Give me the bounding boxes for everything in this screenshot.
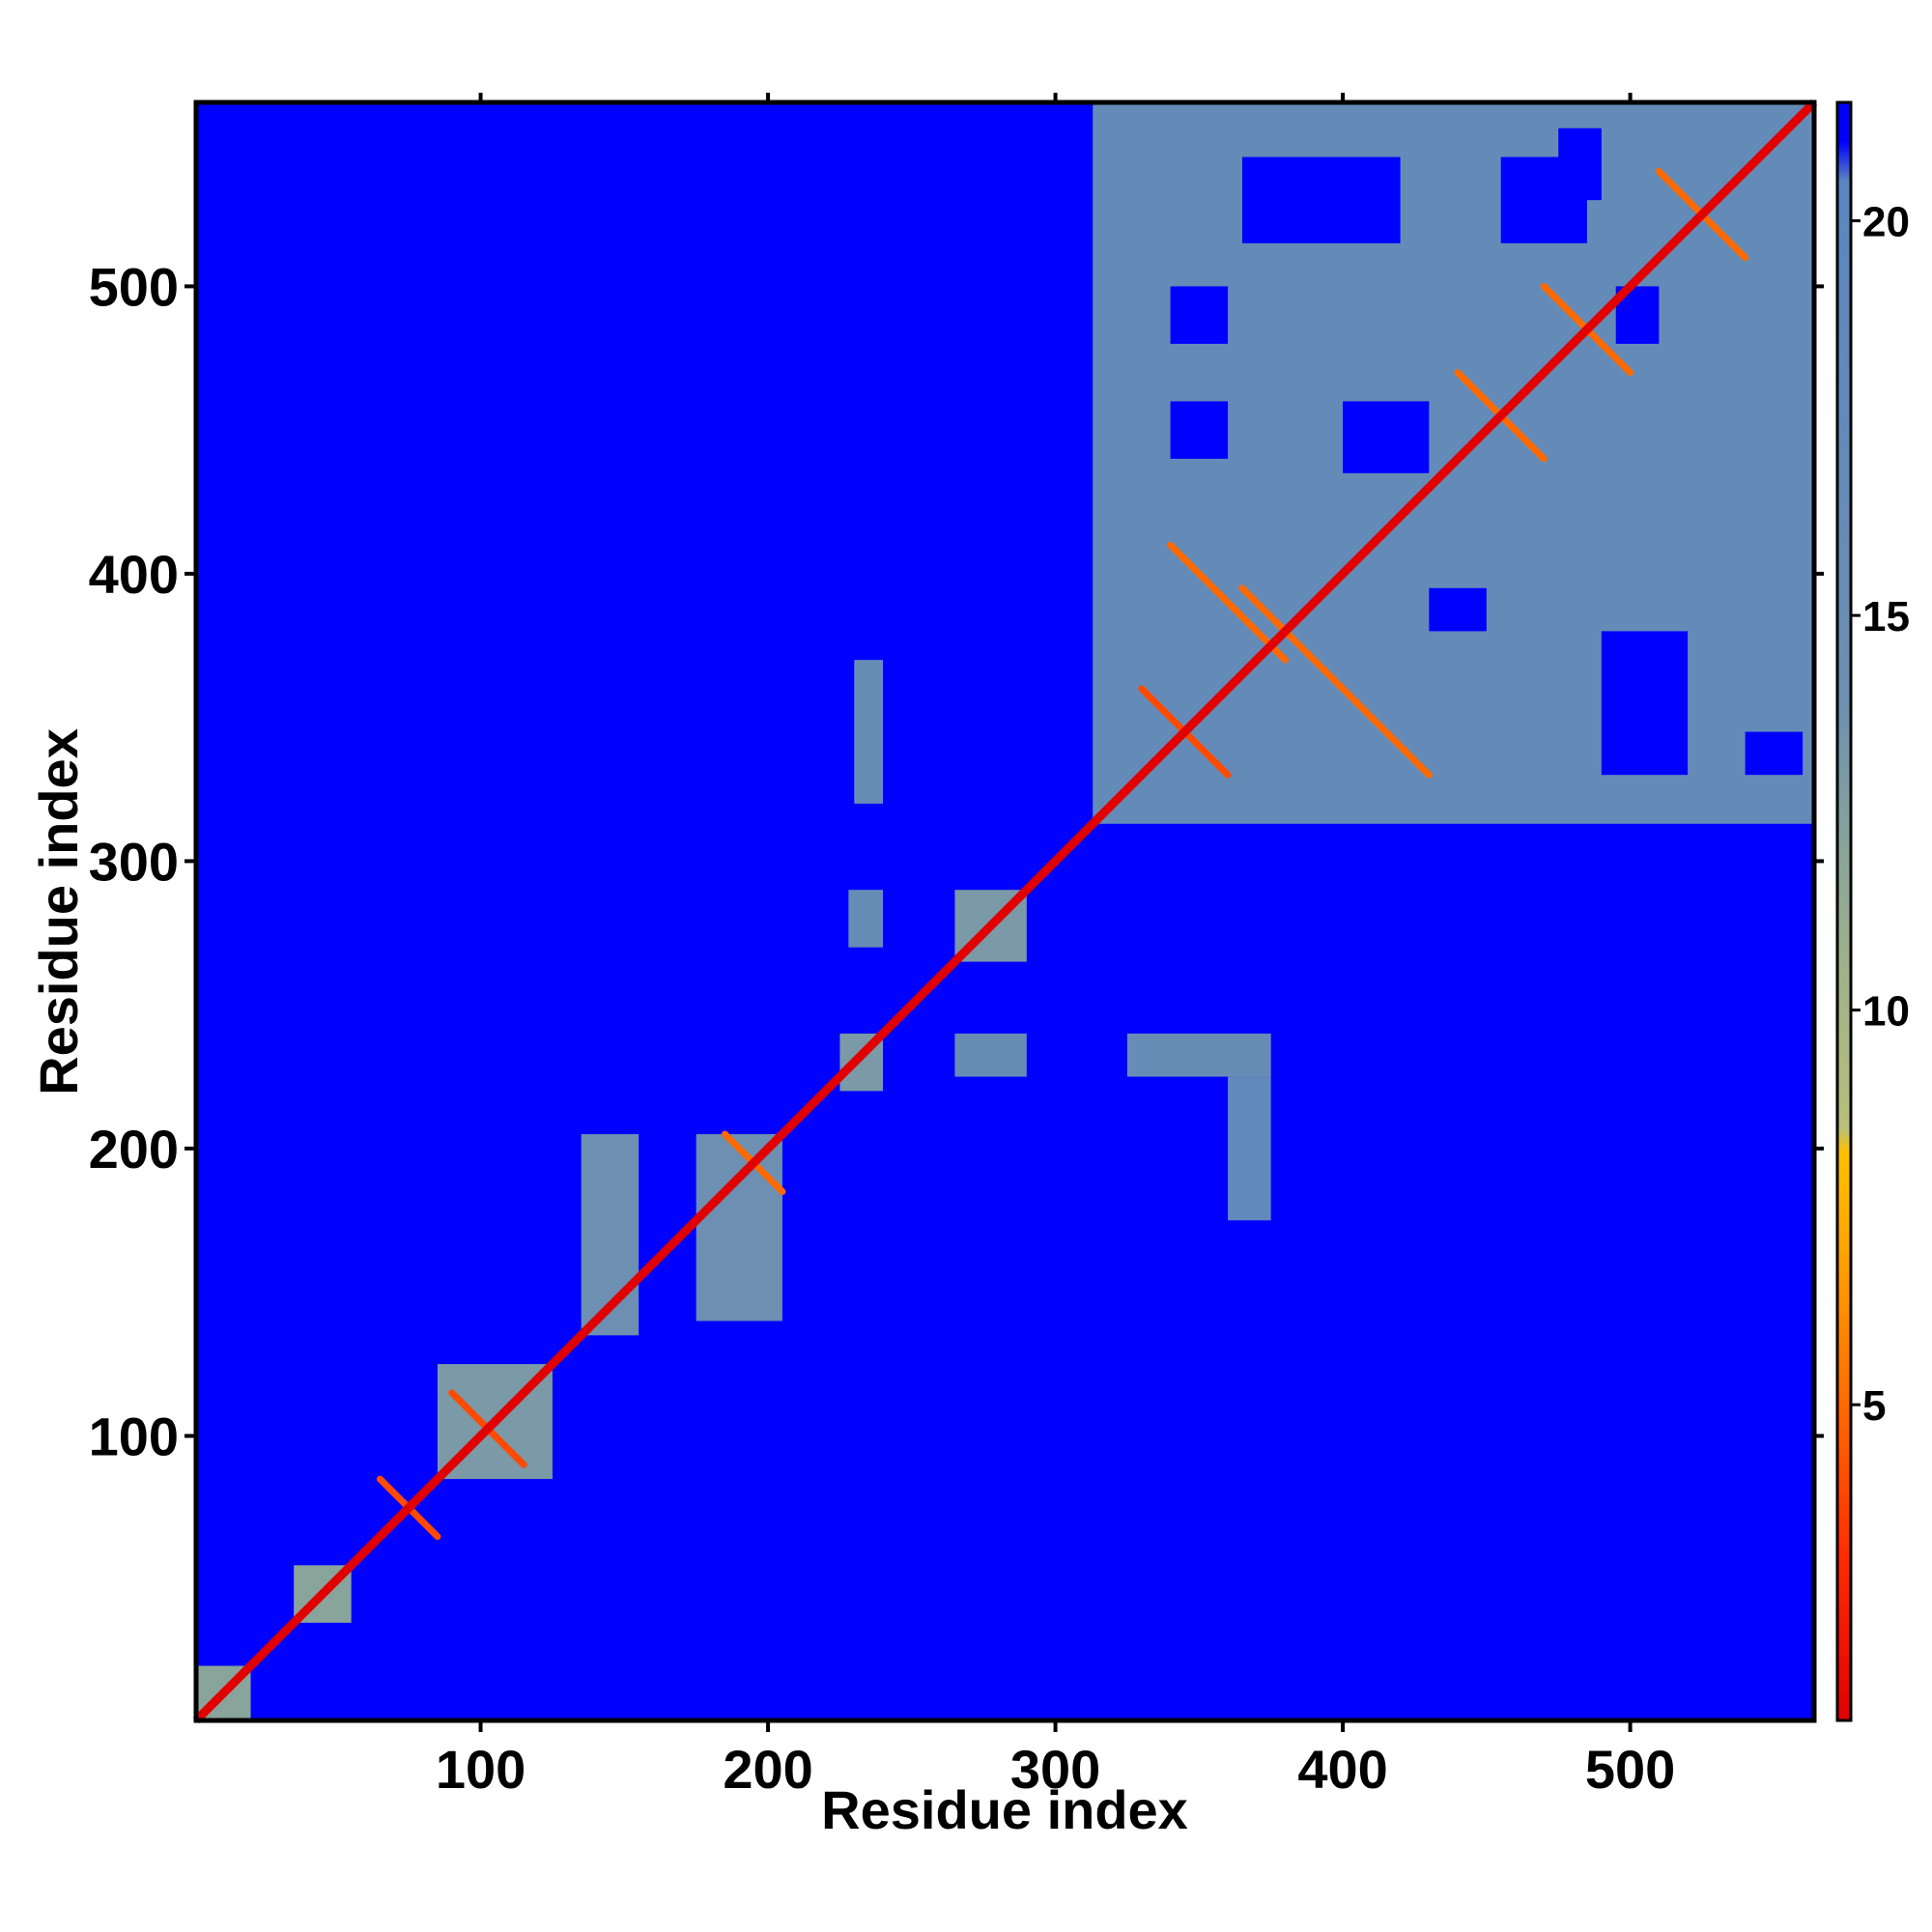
- x-tick-label: 400: [1297, 1739, 1387, 1800]
- diagonal-band: [192, 99, 1818, 1724]
- heatmap-void: [1241, 156, 1401, 243]
- y-tick-label: 300: [89, 831, 179, 892]
- y-axis: 100 200 300 400 500: [89, 256, 196, 1466]
- colorbar-tick-label: 20: [1862, 199, 1910, 246]
- y-tick-label: 200: [89, 1119, 179, 1179]
- plot-frame: [193, 99, 1817, 1723]
- heatmap-void: [1170, 401, 1229, 459]
- heatmap-block: [954, 1033, 1027, 1077]
- colorbar-tick-label: 15: [1862, 593, 1910, 640]
- x-tick-label: 300: [1010, 1739, 1100, 1800]
- y-tick-label: 500: [89, 256, 179, 317]
- plot-area: [192, 99, 1818, 1724]
- y-axis-label: Residue index: [28, 728, 89, 1095]
- top-axis-ticks: [478, 93, 1633, 102]
- heatmap-void: [1343, 401, 1430, 473]
- heatmap-block: [854, 660, 884, 804]
- heatmap-block: [1228, 1076, 1271, 1221]
- heatmap-void: [1745, 731, 1804, 776]
- heatmap-void: [1170, 286, 1229, 344]
- heatmap-void: [1558, 128, 1602, 201]
- colorbar: 5 10 15 20: [1835, 100, 1910, 1722]
- y-tick-label: 400: [89, 544, 179, 605]
- colorbar-ticks: 5 10 15 20: [1851, 199, 1910, 1430]
- heatmap-void: [1429, 587, 1487, 632]
- colorbar-tick-label: 10: [1862, 988, 1910, 1036]
- contact-line: [1167, 541, 1290, 664]
- x-tick-label: 100: [436, 1739, 526, 1800]
- heatmap-block: [1126, 1033, 1271, 1077]
- heatmap-block: [696, 1134, 782, 1321]
- y-tick-label: 100: [89, 1406, 179, 1466]
- heatmap-block: [848, 890, 884, 948]
- right-axis-ticks: [1814, 284, 1824, 1438]
- colorbar-tick-label: 5: [1862, 1382, 1886, 1430]
- x-tick-label: 500: [1585, 1739, 1675, 1800]
- x-axis-label: Residue index: [821, 1779, 1188, 1840]
- contact-line: [1324, 670, 1433, 779]
- x-tick-label: 200: [723, 1739, 812, 1800]
- heatmap-void: [1601, 631, 1689, 776]
- x-axis: 100 200 300 400 500: [436, 1720, 1675, 1800]
- colorbar-gradient: [1835, 100, 1853, 1722]
